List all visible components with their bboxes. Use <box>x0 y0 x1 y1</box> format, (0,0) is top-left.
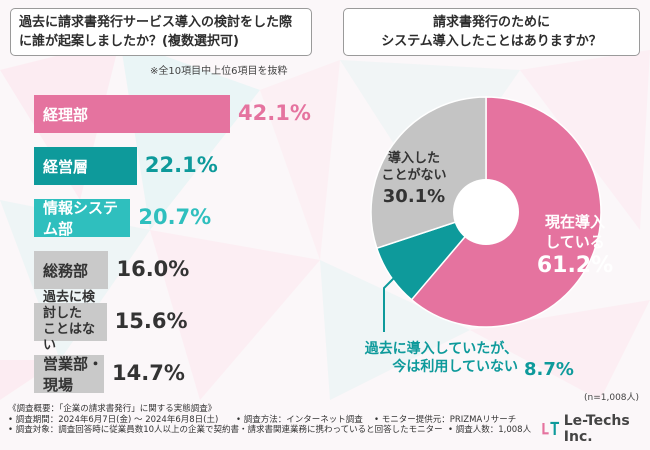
pie-label-past-line1: 過去に導入していたが、 <box>364 341 518 357</box>
bar-label-2: 情報システム部 <box>43 199 119 238</box>
note-text: ※全10項目中上位6項目を抜粋 <box>150 66 288 77</box>
footer-method: • 調査方法：インターネット調査 <box>236 414 363 425</box>
right-question-line1: 請求書発行のために <box>432 15 550 30</box>
pie-label-past: 過去に導入していたが、 今は利用していない <box>318 340 518 376</box>
right-question-line2: システム導入したことはありますか？ <box>381 34 602 49</box>
logo-text: Le-Techs Inc. <box>563 413 630 445</box>
left-question-text: 過去に請求書発行サービス導入の検討をした際に誰が起案しましたか？(複数選択可) <box>19 15 293 49</box>
bar-value-4: 15.6% <box>114 309 188 333</box>
bar-5: 営業部・現場 <box>34 355 104 394</box>
footer-target: • 調査対象：調査回答時に従業員数10人以上の企業で契約書・請求書関連業務に携わ… <box>8 425 443 435</box>
bar-2: 情報システム部 <box>34 199 131 238</box>
bar-value-0: 42.1% <box>238 101 311 125</box>
pie-label-never-line2: ことがない <box>381 168 447 183</box>
footer-period: • 調査期間：2024年6月7日(金) 〜 2024年6月8日(土) <box>8 414 219 425</box>
footer-row3: • 調査対象：調査回答時に従業員数10人以上の企業で契約書・請求書関連業務に携わ… <box>8 425 531 436</box>
footer-row2: • 調査期間：2024年6月7日(金) 〜 2024年6月8日(土) • 調査方法… <box>8 415 531 426</box>
bar-value-1: 22.1% <box>144 153 218 177</box>
bar-label-5: 営業部・現場 <box>43 355 104 394</box>
pie-leader-line <box>383 275 397 332</box>
pie-label-never: 導入した ことがない 30.1% <box>372 150 456 207</box>
pie-center-hole <box>453 179 519 245</box>
bar-label-3: 総務部 <box>43 261 89 280</box>
background-pattern <box>0 40 470 400</box>
company-logo: Le-Techs Inc. <box>540 413 650 445</box>
pie-value-now: 61.2% <box>536 253 614 278</box>
bar-value-5: 14.7% <box>112 361 185 385</box>
bar-1: 経営層 <box>34 147 137 185</box>
pie-value-past: 8.7% <box>524 359 574 380</box>
left-question-box: 過去に請求書発行サービス導入の検討をした際に誰が起案しましたか？(複数選択可) <box>10 8 312 56</box>
bar-label-1: 経営層 <box>43 157 89 176</box>
pie-label-now: 現在導入 している 61.2% <box>527 212 623 278</box>
pie-chart <box>370 96 602 332</box>
right-question-box: 請求書発行のために システム導入したことはありますか？ <box>343 8 640 56</box>
pie-label-now-line2: している <box>545 233 605 251</box>
sample-size: (n=1,008人) <box>584 393 640 403</box>
survey-footer: 《調査概要：「企業の請求書発行」に関する実態調査》 • 調査期間：2024年6月… <box>8 404 531 436</box>
bar-label-4: 過去に検討した ことはない <box>43 290 96 353</box>
logo-mark-icon <box>542 421 560 436</box>
bar-3: 総務部 <box>34 251 109 289</box>
pie-label-past-line2: 今は利用していない <box>392 359 518 375</box>
footer-line1: 《調査概要：「企業の請求書発行」に関する実態調査》 <box>8 404 217 414</box>
bar-value-2: 20.7% <box>138 205 212 229</box>
pie-label-now-line1: 現在導入 <box>544 213 605 231</box>
bar-label-0: 経理部 <box>43 105 89 124</box>
bar-0: 経理部 <box>34 95 230 133</box>
footer-count: • 調査人数：1,008人 <box>448 425 532 435</box>
footer-provider: • モニター提供元：PRIZMAリサーチ <box>374 414 517 425</box>
pie-label-never-line1: 導入した <box>387 151 440 166</box>
bar-value-3: 16.0% <box>116 257 190 281</box>
pie-value-never: 30.1% <box>382 186 446 207</box>
bar-4: 過去に検討した ことはない <box>34 290 107 353</box>
